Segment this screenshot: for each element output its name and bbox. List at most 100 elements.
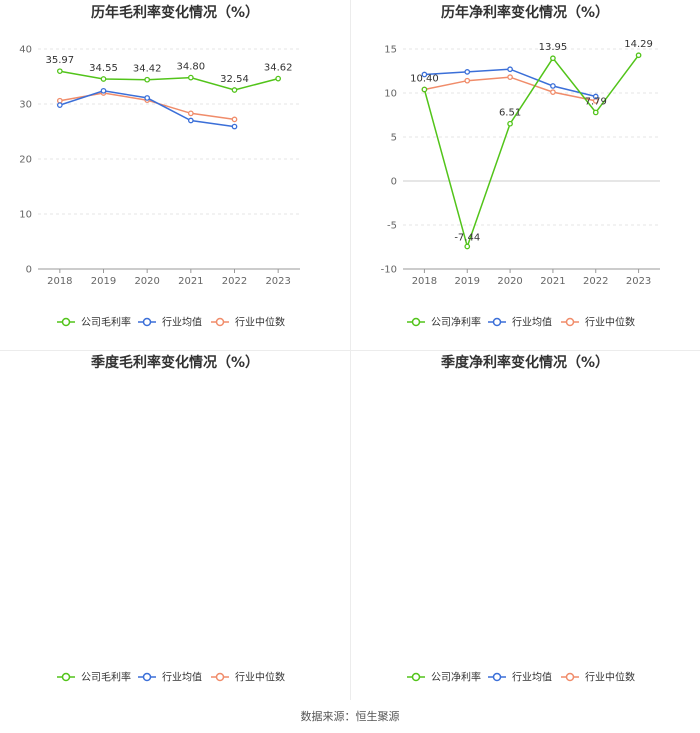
- horizontal-divider: [0, 350, 700, 351]
- y-tick-label: 0: [26, 265, 32, 276]
- chart-title: 历年毛利率变化情况（%）: [91, 4, 259, 21]
- data-point: [100, 76, 107, 82]
- y-tick-label: 15: [384, 45, 397, 56]
- y-tick-label: 5: [391, 133, 397, 144]
- data-label: 10.40: [410, 73, 439, 84]
- legend-marker: [142, 317, 152, 327]
- series-median: [421, 74, 599, 104]
- data-point: [550, 55, 556, 62]
- data-point: [56, 97, 63, 104]
- x-tick-label: 2023: [265, 276, 290, 287]
- legend-label: 公司净利率: [431, 316, 481, 329]
- annual-net-margin-svg: 历年净利率变化情况（%） -10 -5 0 5 10 15 2018 2019 2020 2021 2…: [381, 4, 660, 329]
- data-point: [231, 123, 238, 130]
- y-tick-label: 10: [19, 210, 32, 221]
- x-tick-label: 2020: [134, 276, 159, 287]
- legend-label: 行业均值: [162, 316, 202, 329]
- x-tick-label: 2019: [455, 276, 480, 287]
- data-label: 34.80: [177, 62, 206, 73]
- data-point: [592, 109, 599, 116]
- legend-item-median: 行业中位数: [211, 316, 285, 329]
- chart-title: 季度毛利率变化情况（%）: [90, 354, 259, 371]
- data-label: 14.29: [624, 39, 653, 50]
- legend-item-avg: 行业均值: [488, 316, 552, 329]
- legend-marker: [411, 672, 421, 682]
- legend-marker: [565, 672, 575, 682]
- data-point: [187, 74, 194, 81]
- data-point: [56, 68, 63, 75]
- legend-label: 行业中位数: [585, 671, 635, 684]
- series-line: [59, 70, 279, 91]
- legend-item-company: 公司毛利率: [57, 671, 131, 684]
- legend-item-avg: 行业均值: [138, 671, 202, 684]
- data-point: [464, 69, 471, 75]
- series-avg: [56, 87, 238, 130]
- data-point: [275, 75, 282, 82]
- legend-marker: [142, 672, 152, 682]
- data-label: 32.54: [220, 74, 249, 85]
- data-point: [144, 76, 151, 83]
- data-label: 13.95: [539, 42, 568, 53]
- quarterly-gross-margin-chart: 季度毛利率变化情况（%）0102030402021Q12021Q22021Q32…: [0, 350, 350, 700]
- x-tick-label: 2023: [626, 276, 651, 287]
- legend-label: 公司毛利率: [81, 316, 131, 329]
- data-label: 34.62: [264, 63, 293, 74]
- annual-gross-margin-svg: 历年毛利率变化情况（%） 0 10 20 30 40 2018 2019 2020 2021 202…: [19, 4, 300, 329]
- legend-marker: [61, 317, 71, 327]
- legend-label: 公司毛利率: [81, 671, 131, 684]
- x-tick-label: 2021: [178, 276, 203, 287]
- quarterly-gross-margin-svg: 季度毛利率变化情况（%）0102030402021Q12021Q22021Q32…: [57, 354, 285, 684]
- data-point: [592, 93, 599, 100]
- annual-net-margin-chart: 历年净利率变化情况（%） -10 -5 0 5 10 15 2018 2019 2020 2021 2…: [350, 0, 700, 350]
- x-tick-label: 2019: [91, 276, 116, 287]
- data-point: [187, 110, 194, 117]
- data-point: [231, 116, 238, 123]
- data-point: [144, 95, 151, 101]
- legend-marker: [215, 672, 225, 682]
- legend-label: 行业中位数: [585, 316, 635, 329]
- legend-label: 行业均值: [162, 671, 202, 684]
- y-tick-label: 30: [19, 100, 32, 111]
- legend-item-median: 行业中位数: [211, 671, 285, 684]
- x-tick-label: 2020: [497, 276, 522, 287]
- legend-item-median: 行业中位数: [561, 316, 635, 329]
- data-label: 34.55: [89, 63, 118, 74]
- legend-label: 行业均值: [512, 671, 552, 684]
- series-company: 35.97 34.55 34.42 34.80 32.54 34.62: [46, 55, 293, 93]
- legend-label: 行业中位数: [235, 316, 285, 329]
- chart-title: 季度净利率变化情况（%）: [440, 354, 609, 371]
- y-tick-label: 0: [391, 177, 397, 188]
- data-point: [231, 87, 238, 93]
- data-point: [464, 77, 471, 84]
- y-tick-label: 20: [19, 155, 32, 166]
- data-label: -7.44: [454, 232, 480, 243]
- y-tick-label: 40: [19, 45, 32, 56]
- legend-marker: [565, 317, 575, 327]
- quarterly-net-margin-chart: 季度净利率变化情况（%）-5051015202021Q12021Q22021Q3…: [350, 350, 700, 700]
- legend-marker: [411, 317, 421, 327]
- x-tick-label: 2022: [583, 276, 608, 287]
- data-point: [550, 89, 556, 95]
- legend-item-company: 公司毛利率: [57, 316, 131, 329]
- x-tick-label: 2018: [412, 276, 437, 287]
- x-tick-label: 2018: [47, 276, 72, 287]
- data-label: 7.79: [585, 96, 607, 107]
- x-tick-label: 2022: [222, 276, 247, 287]
- y-tick-label: -10: [381, 265, 397, 276]
- data-source: 数据来源：恒生聚源: [300, 710, 400, 723]
- data-point: [421, 86, 428, 93]
- legend-marker: [61, 672, 71, 682]
- legend-label: 行业均值: [512, 316, 552, 329]
- data-point: [507, 66, 513, 73]
- data-label: 34.42: [133, 64, 162, 75]
- data-point: [464, 243, 471, 250]
- series-line: [423, 54, 640, 250]
- legend-item-avg: 行业均值: [488, 671, 552, 684]
- x-tick-label: 2021: [540, 276, 565, 287]
- chart-title: 历年净利率变化情况（%）: [441, 4, 609, 21]
- y-tick-label: 10: [384, 89, 397, 100]
- data-label: 6.51: [499, 108, 521, 119]
- annual-gross-margin-chart: 历年毛利率变化情况（%） 0 10 20 30 40 2018 2019 2020 2021 202…: [0, 0, 350, 350]
- y-tick-label: -5: [387, 221, 397, 232]
- legend-marker: [215, 317, 225, 327]
